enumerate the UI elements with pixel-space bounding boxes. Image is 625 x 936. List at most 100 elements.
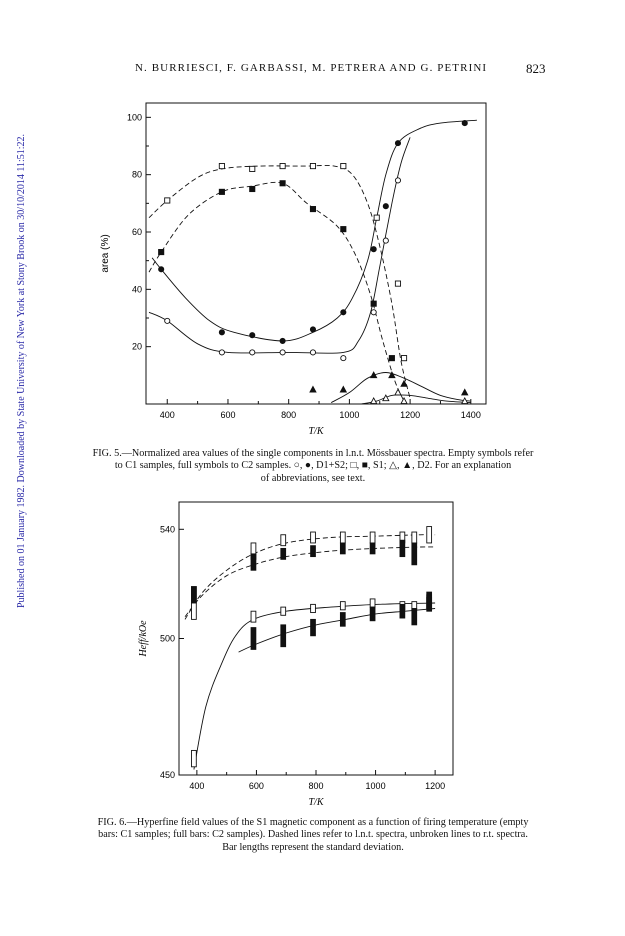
d2-c2-curve — [330, 372, 471, 403]
d2-c1-curve — [361, 394, 471, 405]
empty-bar-marker — [310, 531, 316, 544]
y-tick-label: 60 — [132, 227, 142, 237]
filled-square-marker — [218, 188, 225, 195]
filled-square-marker — [249, 185, 256, 193]
filled-square-marker — [279, 180, 286, 187]
filled-circle-marker — [340, 309, 347, 316]
filled-circle-marker — [370, 246, 377, 253]
filled-circle-marker — [382, 203, 389, 210]
open-triangle-marker — [460, 396, 469, 404]
open-triangle-marker — [400, 396, 408, 404]
x-tick-label: 800 — [281, 410, 296, 420]
page-number: 823 — [526, 61, 546, 76]
open-circle-marker — [279, 349, 286, 356]
c1-lnt-dashed-curve — [184, 534, 436, 620]
open-square-marker — [249, 165, 256, 172]
open-square-marker — [309, 163, 317, 170]
open-circle-marker — [164, 317, 171, 324]
filled-triangle-marker — [460, 388, 469, 396]
full-bar-marker — [250, 627, 257, 650]
d1s2-c2-curve — [151, 119, 477, 342]
x-tick-label: 400 — [160, 410, 175, 420]
full-bar-marker — [399, 539, 406, 558]
full-bar-marker — [411, 542, 418, 566]
filled-square-marker — [340, 226, 347, 233]
full-bar-marker — [250, 553, 257, 571]
s1-c2-dashed-curve — [148, 181, 405, 402]
filled-circle-marker — [249, 332, 256, 339]
figure-6-chart: 400 600 800 1000 1200 450 500 540 T/K Heff/kOe — [138, 501, 454, 808]
open-triangle-marker — [369, 396, 378, 404]
figure-5-caption: FIG. 5.—Normalized area values of the si… — [40, 448, 586, 485]
x-tick-label: 800 — [308, 781, 323, 791]
x-tick-label: 600 — [249, 781, 264, 791]
x-axis-label: T/K — [308, 797, 324, 808]
c2-lnt-dashed-curve — [184, 546, 436, 617]
y-tick-label: 450 — [160, 770, 175, 780]
figure-5-caption-line: FIG. 5.—Normalized area values of the si… — [92, 448, 534, 459]
x-axis-label: T/K — [308, 426, 324, 437]
full-bar-marker — [191, 586, 197, 604]
open-circle-marker — [370, 309, 377, 316]
filled-circle-marker — [461, 120, 468, 127]
filled-triangle-marker — [388, 371, 396, 379]
filled-circle-marker — [394, 140, 402, 147]
full-bar-marker — [369, 606, 376, 622]
x-tick-label: 1400 — [461, 410, 481, 420]
empty-bar-marker — [339, 531, 346, 544]
full-bar-marker — [280, 624, 287, 648]
empty-bar-marker — [339, 601, 346, 611]
open-triangle-marker — [394, 388, 402, 396]
open-square-marker — [340, 163, 347, 170]
x-tick-label: 1000 — [339, 410, 359, 420]
full-bar-marker — [369, 542, 376, 555]
open-circle-marker — [382, 237, 389, 244]
figure-5-caption-line: to C1 samples, full symbols to C2 sample… — [114, 460, 512, 472]
running-head-authors: N. BURRIESCI, F. GARBASSI, M. PETRERA AN… — [135, 62, 488, 74]
x-tick-label: 1200 — [425, 781, 445, 791]
x-tick-label: 600 — [220, 410, 235, 420]
filled-triangle-marker — [309, 385, 317, 393]
open-square-marker — [164, 197, 171, 204]
empty-bar-marker — [369, 531, 376, 544]
open-square-marker — [218, 163, 225, 170]
full-bar-marker — [280, 547, 287, 560]
figure-6-caption-line: bars: C1 samples; full bars: C2 samples)… — [98, 829, 528, 841]
full-bar-marker — [399, 603, 406, 619]
full-bar-marker — [310, 618, 316, 637]
y-axis-label: area (%) — [100, 234, 111, 272]
open-square-marker — [373, 214, 380, 221]
empty-bar-marker — [411, 531, 418, 544]
y-tick-label: 100 — [127, 112, 142, 122]
y-tick-label: 20 — [132, 342, 142, 352]
open-circle-marker — [394, 177, 402, 184]
full-bar-marker — [339, 542, 346, 555]
open-square-marker — [400, 355, 408, 362]
x-tick-label: 1200 — [400, 410, 420, 420]
empty-bar-marker — [250, 610, 257, 623]
empty-bar-marker — [426, 526, 433, 544]
y-tick-label: 500 — [160, 634, 175, 644]
filled-square-marker — [309, 206, 317, 213]
plot-frame — [145, 102, 487, 405]
s1-c1-dashed-curve — [148, 164, 411, 399]
empty-bar-marker — [280, 534, 287, 547]
y-tick-label: 540 — [160, 524, 175, 534]
filled-circle-marker — [218, 329, 225, 336]
filled-triangle-marker — [369, 371, 378, 379]
page-header: N. BURRIESCI, F. GARBASSI, M. PETRERA AN… — [0, 61, 625, 78]
x-tick-label: 1000 — [366, 781, 386, 791]
y-tick-label: 40 — [132, 284, 142, 294]
d1s2-c1-curve — [148, 137, 411, 354]
figure-6-caption-line: FIG. 6.—Hyperfine field values of the S1… — [97, 817, 529, 828]
empty-bar-marker — [280, 606, 287, 616]
filled-circle-marker — [158, 266, 165, 273]
full-bar-marker — [411, 608, 418, 626]
empty-bar-marker — [191, 749, 197, 768]
figure-5-caption-line: of abbreviations, see text. — [260, 472, 366, 484]
y-tick-label: 80 — [132, 170, 142, 180]
open-circle-marker — [218, 349, 225, 356]
empty-bar-marker — [310, 603, 316, 614]
filled-triangle-marker — [339, 385, 348, 393]
filled-circle-marker — [309, 326, 317, 333]
